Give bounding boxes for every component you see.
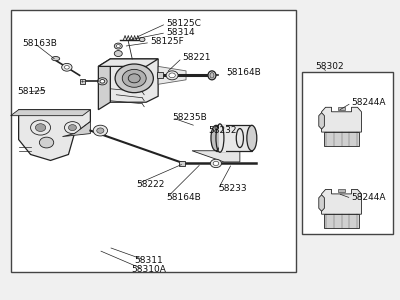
Circle shape xyxy=(64,122,80,134)
Text: 58244A: 58244A xyxy=(352,98,386,107)
Polygon shape xyxy=(110,59,158,102)
FancyBboxPatch shape xyxy=(179,161,185,166)
Circle shape xyxy=(115,64,153,93)
Circle shape xyxy=(98,78,107,85)
Bar xyxy=(338,189,346,192)
Circle shape xyxy=(166,71,178,80)
Bar xyxy=(338,107,346,110)
Bar xyxy=(219,124,226,152)
Circle shape xyxy=(62,63,72,71)
Ellipse shape xyxy=(211,125,221,151)
Bar xyxy=(216,125,252,151)
Circle shape xyxy=(30,120,50,135)
Text: 58311: 58311 xyxy=(134,256,163,265)
Circle shape xyxy=(128,74,140,83)
Circle shape xyxy=(116,45,120,48)
Polygon shape xyxy=(192,151,240,162)
Text: 58164B: 58164B xyxy=(226,68,261,77)
Polygon shape xyxy=(319,113,324,129)
Ellipse shape xyxy=(52,56,60,61)
Ellipse shape xyxy=(208,71,216,80)
Circle shape xyxy=(213,161,219,166)
Circle shape xyxy=(97,128,104,133)
Circle shape xyxy=(35,124,46,131)
Polygon shape xyxy=(98,59,158,66)
Circle shape xyxy=(114,51,122,56)
Text: 58125: 58125 xyxy=(18,87,46,96)
FancyBboxPatch shape xyxy=(80,79,85,84)
Text: 58222: 58222 xyxy=(136,180,164,189)
Circle shape xyxy=(68,124,76,130)
Circle shape xyxy=(39,137,54,148)
Circle shape xyxy=(64,65,69,69)
Polygon shape xyxy=(11,110,90,116)
Text: 58221: 58221 xyxy=(182,53,210,62)
Circle shape xyxy=(169,73,175,78)
Text: 58125C: 58125C xyxy=(166,19,201,28)
Text: 58235B: 58235B xyxy=(172,113,207,122)
Polygon shape xyxy=(158,66,186,84)
Ellipse shape xyxy=(247,125,257,151)
Bar xyxy=(11,10,296,272)
Polygon shape xyxy=(322,107,362,132)
Bar xyxy=(324,214,360,228)
Polygon shape xyxy=(62,122,90,136)
Text: 58233: 58233 xyxy=(218,184,246,193)
Polygon shape xyxy=(98,59,110,110)
Circle shape xyxy=(100,80,105,83)
Polygon shape xyxy=(322,189,362,214)
FancyBboxPatch shape xyxy=(156,72,162,78)
Text: 58164B: 58164B xyxy=(166,193,201,202)
Circle shape xyxy=(210,159,222,168)
Text: 58232: 58232 xyxy=(208,126,236,135)
Text: 58125F: 58125F xyxy=(150,38,184,46)
Ellipse shape xyxy=(210,73,214,78)
Bar xyxy=(324,132,360,146)
Text: 58314: 58314 xyxy=(166,28,195,37)
Circle shape xyxy=(93,125,108,136)
Bar xyxy=(302,72,393,234)
Polygon shape xyxy=(319,195,324,211)
Circle shape xyxy=(122,69,146,87)
Text: 58244A: 58244A xyxy=(352,193,386,202)
Polygon shape xyxy=(19,110,90,160)
Circle shape xyxy=(140,38,145,42)
Circle shape xyxy=(114,43,122,49)
Text: 58302: 58302 xyxy=(316,62,344,71)
Text: 58163B: 58163B xyxy=(23,40,58,49)
Text: 58310A: 58310A xyxy=(132,265,166,274)
